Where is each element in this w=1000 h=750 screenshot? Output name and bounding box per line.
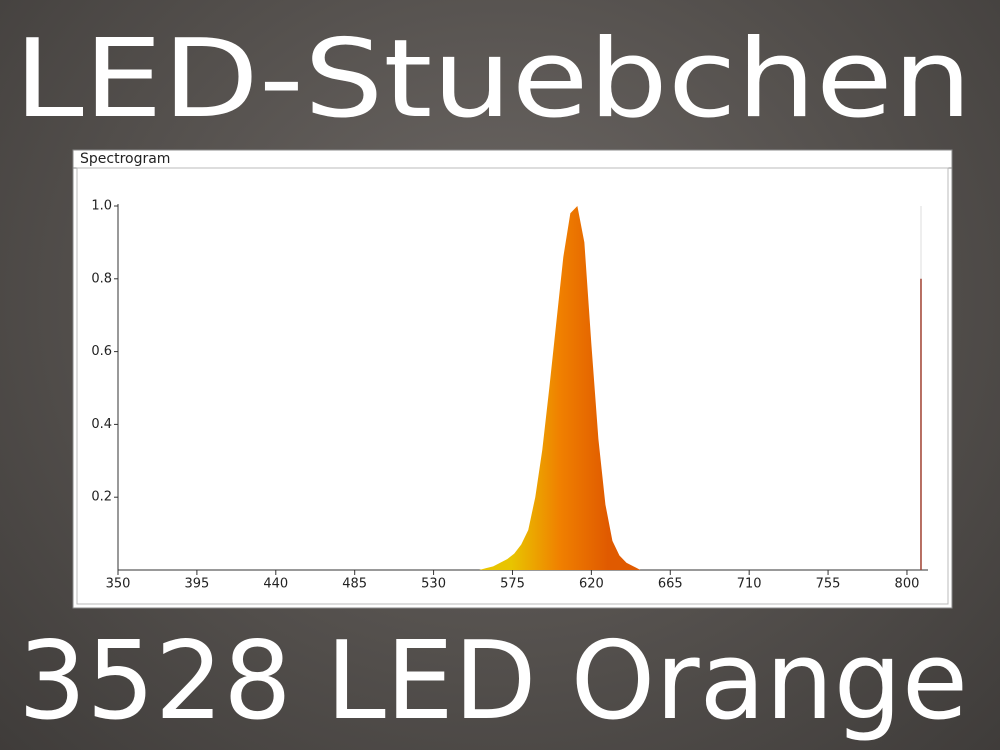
plot-frame <box>76 167 949 605</box>
banner-top: LED-Stuebchen <box>14 17 972 142</box>
y-tick-label: 1.0 <box>91 199 112 214</box>
x-tick-label: 710 <box>737 577 762 592</box>
x-tick-label: 665 <box>658 577 683 592</box>
x-tick-label: 395 <box>184 577 209 592</box>
chart-panel <box>72 149 953 609</box>
banner-bottom: 3528 LED Orange <box>18 619 968 744</box>
x-tick-label: 350 <box>106 577 131 592</box>
spectrum-area <box>479 206 641 570</box>
y-tick-label: 0.2 <box>91 490 112 505</box>
x-tick-label: 800 <box>895 577 920 592</box>
y-tick-label: 0.8 <box>91 271 112 286</box>
x-tick-label: 575 <box>500 577 525 592</box>
x-tick-label: 440 <box>263 577 288 592</box>
chart-title: Spectrogram <box>80 151 170 167</box>
x-tick-label: 755 <box>816 577 841 592</box>
y-tick-label: 0.6 <box>91 344 112 359</box>
y-tick-label: 0.4 <box>91 417 112 432</box>
x-tick-label: 485 <box>342 577 367 592</box>
x-tick-label: 620 <box>579 577 604 592</box>
x-tick-label: 530 <box>421 577 446 592</box>
